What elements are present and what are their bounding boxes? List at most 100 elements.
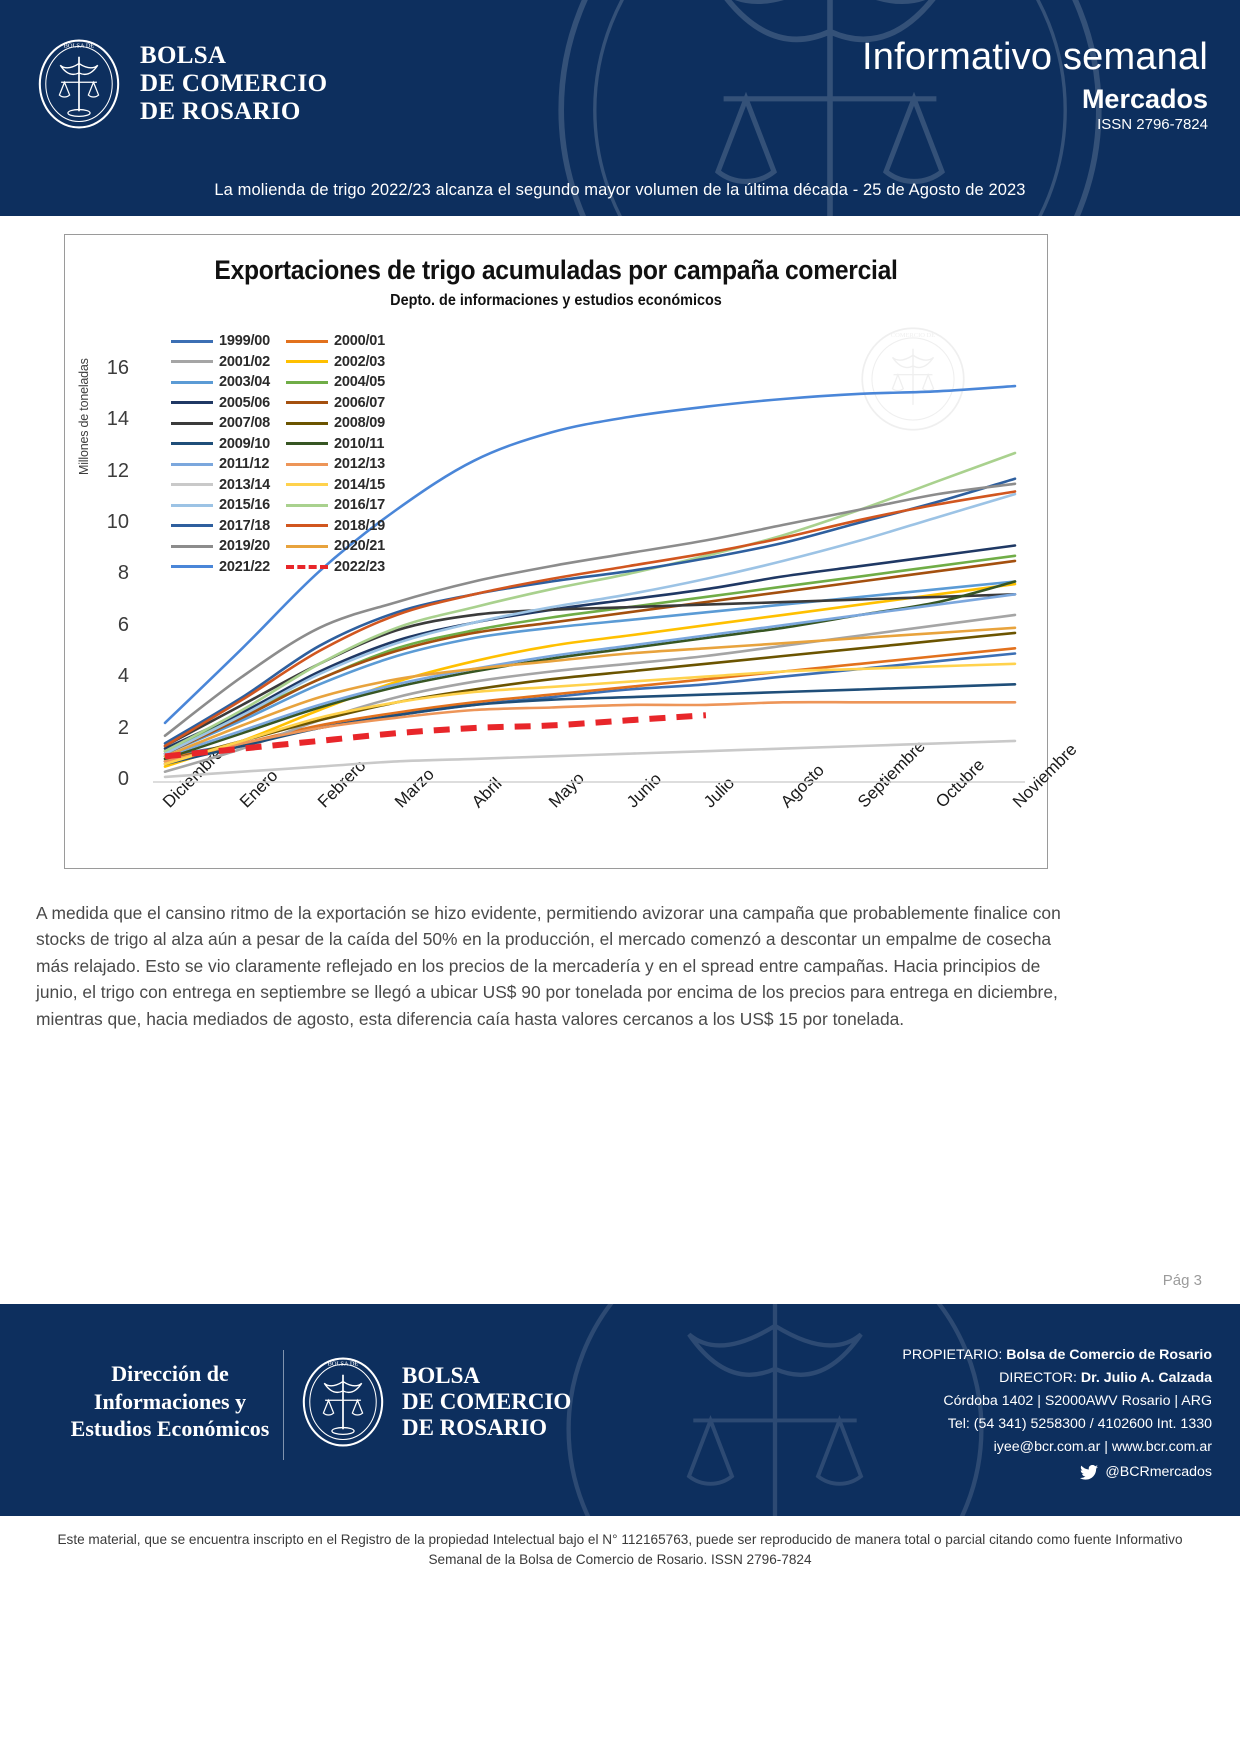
legend-item[interactable]: 2019/20	[171, 536, 270, 557]
legend-label: 2018/19	[334, 517, 386, 534]
legend-label: 2020/21	[334, 538, 386, 555]
publication-section: Mercados	[1081, 83, 1208, 114]
chart-container: Exportaciones de trigo acumuladas por ca…	[64, 234, 1081, 869]
legend-swatch-icon	[171, 442, 213, 446]
legend-swatch-icon	[171, 360, 213, 364]
twitter-row[interactable]: @BCRmercados	[902, 1461, 1212, 1484]
legend-label: 2022/23	[334, 558, 386, 575]
legal-line-1: Este material, que se encuentra inscript…	[57, 1532, 1183, 1547]
legend-label: 2011/12	[219, 456, 270, 473]
legend-item[interactable]: 2017/18	[171, 516, 270, 537]
logo-line-2: DE COMERCIO	[140, 70, 328, 97]
y-tick-label: 2	[117, 716, 129, 739]
series-line	[163, 647, 1017, 761]
chart-lines	[153, 384, 1025, 783]
legend-item[interactable]: 2004/05	[286, 372, 385, 393]
series-line	[163, 631, 1017, 763]
legend-swatch-icon	[286, 360, 329, 364]
svg-text:COMERCIO DE: COMERCIO DE	[891, 332, 935, 339]
legend-item[interactable]: 2022/23	[286, 557, 385, 578]
chart-title: Exportaciones de trigo acumuladas por ca…	[214, 255, 898, 285]
legend-label: 2012/13	[334, 456, 386, 473]
publication-title: Informativo semanal	[862, 36, 1208, 78]
legend-item[interactable]: 2016/17	[286, 495, 385, 516]
footer-divider	[283, 1350, 284, 1460]
legend-item[interactable]: 2012/13	[286, 454, 385, 475]
footer-logo-line-2: DE COMERCIO	[402, 1389, 572, 1415]
legend-item[interactable]: 2020/21	[286, 536, 385, 557]
page-number: Pág 3	[1162, 1272, 1202, 1289]
chart-subtitle: Depto. de informaciones y estudios econó…	[390, 292, 722, 309]
page-header: BOLSA DE BOLSA DE BOLSA DE COMERCIO DE R…	[0, 0, 1240, 216]
svg-text:BOLSA DE: BOLSA DE	[328, 1360, 359, 1367]
y-tick-label: 16	[106, 356, 129, 379]
series-line	[163, 490, 1017, 748]
director-value: Dr. Julio A. Calzada	[1080, 1370, 1212, 1386]
legend-item[interactable]: 2011/12	[171, 454, 270, 475]
y-tick-label: 10	[106, 510, 129, 533]
footer-logo-text: BOLSA DE COMERCIO DE ROSARIO	[402, 1363, 571, 1440]
legend-item[interactable]: 2006/07	[286, 393, 385, 414]
legend-swatch-icon	[286, 462, 329, 466]
legend-item[interactable]: 2005/06	[171, 393, 270, 414]
legend-item[interactable]: 2021/22	[171, 557, 270, 578]
legend-label: 2006/07	[334, 394, 386, 411]
legend-swatch-icon	[171, 565, 213, 569]
bcr-seal-icon: BOLSA DE	[38, 39, 120, 129]
legend-item[interactable]: 2009/10	[171, 434, 270, 455]
legend-swatch-icon	[171, 401, 213, 405]
legend-label: 2016/17	[334, 497, 386, 514]
series-line	[163, 626, 1017, 758]
legend-label: 2019/20	[219, 538, 271, 555]
header-title-block: Informativo semanal Mercados ISSN 2796-7…	[862, 36, 1208, 134]
legend-item[interactable]: 2014/15	[286, 475, 385, 496]
legend-label: 2000/01	[334, 333, 386, 350]
footer-logo-line-1: BOLSA	[402, 1363, 480, 1389]
series-line	[163, 482, 1017, 737]
director-label: DIRECTOR:	[999, 1370, 1077, 1386]
legend-item[interactable]: 2001/02	[171, 352, 270, 373]
address-row: Córdoba 1402 | S2000AWV Rosario | ARG	[943, 1393, 1212, 1409]
series-line	[163, 739, 1017, 779]
legend-swatch-icon	[171, 544, 213, 548]
legend-swatch-icon	[171, 483, 213, 487]
phone-row: Tel: (54 341) 5258300 / 4102600 Int. 133…	[947, 1416, 1212, 1432]
legend-item[interactable]: 2010/11	[286, 434, 385, 455]
legend-swatch-icon	[286, 442, 329, 446]
legend-swatch-icon	[286, 503, 329, 507]
legend-item[interactable]: 2018/19	[286, 516, 385, 537]
y-tick-label: 8	[117, 562, 129, 585]
department-line-1: Dirección de	[111, 1361, 229, 1386]
chart-legend: 1999/00 2000/01 2001/02 2002/03 2003/04 2004/…	[171, 331, 385, 577]
series-line	[163, 451, 1017, 753]
legend-label: 2005/06	[219, 394, 271, 411]
legend-swatch-icon	[171, 421, 213, 425]
legend-item[interactable]: 1999/00	[171, 331, 270, 352]
twitter-icon	[1080, 1465, 1099, 1480]
y-tick-label: 14	[106, 408, 129, 431]
legend-label: 2004/05	[334, 374, 386, 391]
series-line	[163, 559, 1017, 755]
legend-swatch-icon	[171, 524, 213, 528]
legend-item[interactable]: 2013/14	[171, 475, 270, 496]
legend-swatch-icon	[171, 380, 213, 384]
email-web-row[interactable]: iyee@bcr.com.ar | www.bcr.com.ar	[993, 1439, 1212, 1455]
legend-label: 2009/10	[219, 435, 271, 452]
legend-swatch-icon	[286, 524, 329, 528]
legend-item[interactable]: 2007/08	[171, 413, 270, 434]
legend-label: 2021/22	[219, 558, 271, 575]
owner-row: PROPIETARIO: Bolsa de Comercio de Rosari…	[902, 1344, 1212, 1367]
legend-item[interactable]: 2008/09	[286, 413, 385, 434]
footer-seal-watermark: SA DE	[566, 1304, 984, 1516]
issn-number: ISSN 2796-7824	[1097, 116, 1208, 134]
legend-item[interactable]: 2000/01	[286, 331, 385, 352]
owner-value: Bolsa de Comercio de Rosario	[1006, 1347, 1212, 1363]
footer-contact-block: PROPIETARIO: Bolsa de Comercio de Rosari…	[902, 1344, 1212, 1484]
legend-item[interactable]: 2003/04	[171, 372, 270, 393]
legend-item[interactable]: 2002/03	[286, 352, 385, 373]
y-tick-label: 4	[117, 665, 129, 688]
legend-swatch-icon	[171, 503, 213, 507]
series-line	[163, 700, 1017, 763]
legend-item[interactable]: 2015/16	[171, 495, 270, 516]
legend-label: 1999/00	[219, 333, 271, 350]
